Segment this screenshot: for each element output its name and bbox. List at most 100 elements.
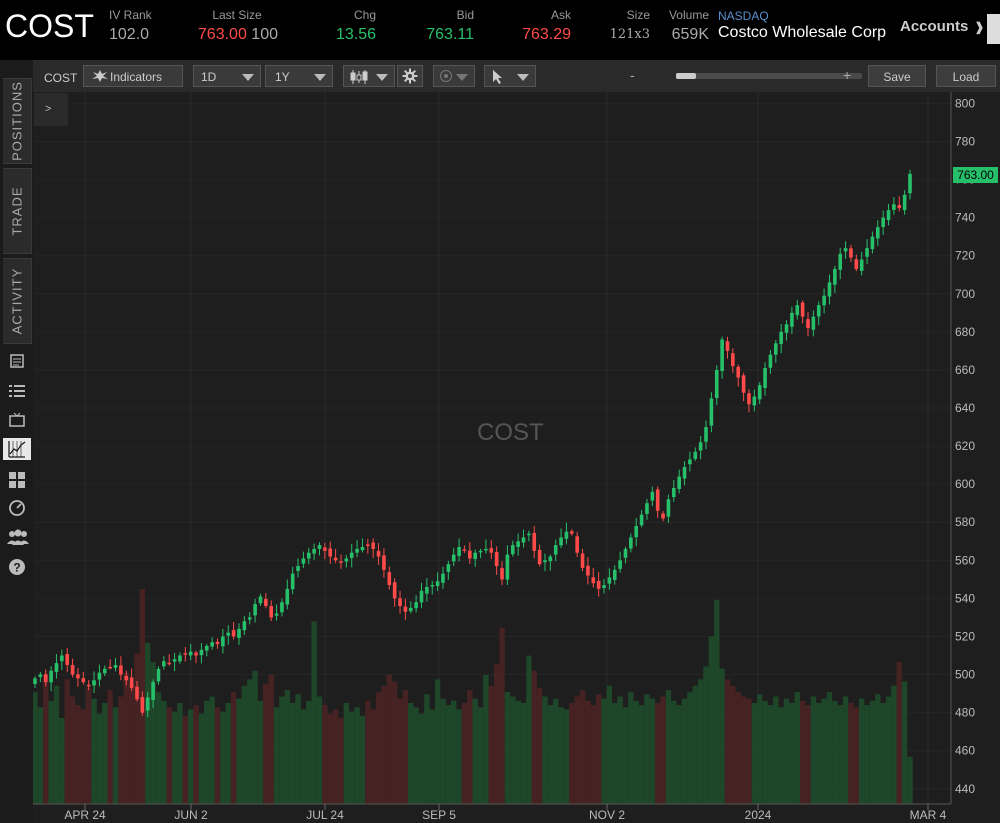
range-select[interactable]: 1Y xyxy=(265,65,333,87)
volume-bar xyxy=(826,692,833,804)
header-symbol[interactable]: COST xyxy=(5,8,94,44)
volume-bar xyxy=(53,685,60,804)
iv-rank-field: IV Rank 102.0 xyxy=(109,8,169,46)
candle xyxy=(833,265,837,293)
zoom-out-button[interactable]: - xyxy=(630,67,635,83)
volume-bar xyxy=(429,709,435,804)
candle xyxy=(870,231,875,254)
chart-watermark: COST xyxy=(477,419,544,446)
volume-bar xyxy=(64,679,70,804)
candle xyxy=(81,671,86,685)
zoom-slider-thumb[interactable] xyxy=(676,73,696,79)
y-tick-label: 680 xyxy=(955,325,975,339)
volume-bar xyxy=(660,696,666,804)
volume-bar xyxy=(520,702,527,804)
candle xyxy=(280,598,284,617)
bid-value[interactable]: 763.11 xyxy=(426,26,474,43)
candle xyxy=(854,254,859,272)
pointer-tool-select[interactable] xyxy=(484,65,536,87)
candle xyxy=(274,604,279,621)
indicators-button[interactable]: Indicators xyxy=(83,65,183,87)
price-chart[interactable]: 440 460 480 500 520 540 560 580 600 620 640 660 680 7… xyxy=(33,92,1000,823)
candle xyxy=(468,542,472,564)
chart-icon[interactable] xyxy=(3,438,31,460)
dashboard-icon[interactable] xyxy=(6,497,28,519)
candle xyxy=(194,650,198,664)
load-button[interactable]: Load xyxy=(936,65,996,87)
volume-bar xyxy=(408,702,414,804)
watchlist-icon[interactable] xyxy=(6,380,28,402)
volume-bar xyxy=(268,675,274,804)
candle xyxy=(757,381,762,405)
candle xyxy=(827,274,832,305)
last-size-value: 100 xyxy=(251,26,278,43)
candle xyxy=(521,529,526,548)
collapse-panel-button[interactable]: > xyxy=(34,93,68,126)
candle xyxy=(38,672,43,683)
volume-bar xyxy=(762,700,768,804)
volume-bar xyxy=(783,698,790,804)
volume-bar xyxy=(821,698,827,804)
candle xyxy=(591,567,596,588)
quote-header: COST IV Rank 102.0 Last Size 763.00 100 … xyxy=(0,0,1000,60)
grid-icon[interactable] xyxy=(6,469,28,491)
tab-activity[interactable]: ACTIVITY xyxy=(3,258,32,344)
svg-text:?: ? xyxy=(13,561,20,575)
gear-icon xyxy=(402,68,418,84)
volume-bar xyxy=(107,690,113,804)
volume-bar xyxy=(724,679,731,804)
candle xyxy=(527,530,531,542)
candle xyxy=(349,543,354,568)
x-tick-label: MAR 4 xyxy=(910,808,947,822)
candle xyxy=(408,601,413,614)
company-name: Costco Wholesale Corp xyxy=(718,24,887,41)
y-tick-label: 500 xyxy=(955,668,975,682)
volume-bar xyxy=(327,713,333,804)
news-icon[interactable] xyxy=(6,350,28,372)
candle xyxy=(849,244,853,262)
x-tick-label: APR 24 xyxy=(64,808,106,822)
candle xyxy=(714,365,719,406)
candle xyxy=(145,691,150,718)
chart-canvas[interactable]: 440 460 480 500 520 540 560 580 600 620 640 660 680 7… xyxy=(33,92,1000,823)
candle xyxy=(790,306,794,335)
help-icon[interactable]: ? xyxy=(6,556,28,578)
candle xyxy=(478,548,483,559)
candle xyxy=(698,436,703,460)
chevron-down-icon: ❱ xyxy=(974,20,985,34)
volume-bar xyxy=(633,700,639,804)
candle xyxy=(731,348,735,373)
candle xyxy=(559,528,563,549)
candle xyxy=(301,551,306,568)
chart-settings-button[interactable] xyxy=(397,65,423,87)
candle xyxy=(564,522,569,545)
crosshair-select[interactable] xyxy=(433,65,475,87)
zoom-slider[interactable] xyxy=(676,73,862,79)
x-tick-label: SEP 5 xyxy=(422,808,456,822)
volume-bar xyxy=(467,690,473,804)
candle xyxy=(822,288,826,314)
candle xyxy=(489,540,494,560)
tab-positions[interactable]: POSITIONS xyxy=(3,78,32,164)
volume-bar xyxy=(128,683,135,804)
zoom-in-button[interactable]: + xyxy=(843,67,852,83)
accounts-menu[interactable]: Accounts ❱ xyxy=(900,18,984,35)
interval-select[interactable]: 1D xyxy=(193,65,261,87)
volume-bar xyxy=(434,679,441,804)
volume-bar xyxy=(649,698,656,804)
volume-bar xyxy=(638,705,645,804)
candle xyxy=(204,643,209,657)
tab-trade[interactable]: TRADE xyxy=(3,168,32,254)
chart-style-select[interactable] xyxy=(343,65,395,87)
candle xyxy=(269,600,273,622)
tv-icon[interactable] xyxy=(6,409,28,431)
x-tick-label: NOV 2 xyxy=(589,808,625,822)
save-button[interactable]: Save xyxy=(868,65,926,87)
candle xyxy=(602,578,606,594)
community-icon[interactable] xyxy=(6,526,29,548)
volume-bar xyxy=(69,696,76,804)
volume-bar xyxy=(220,711,226,804)
bid-label: Bid xyxy=(456,8,474,22)
ask-value[interactable]: 763.29 xyxy=(522,26,571,43)
size-field: Size 121x3 xyxy=(606,8,650,46)
